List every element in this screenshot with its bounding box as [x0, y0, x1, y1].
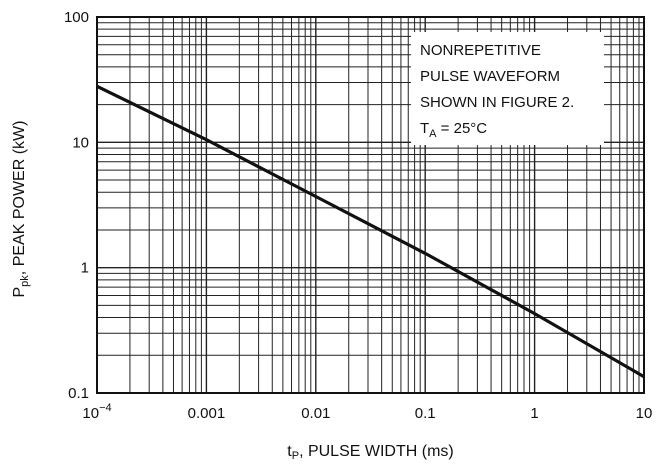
- x-tick-label: 10: [636, 405, 653, 422]
- y-axis-label-subscript: pk: [19, 275, 31, 287]
- x-tick-label-base: 10: [82, 405, 99, 422]
- x-axis-label-subscript: P: [292, 450, 299, 462]
- x-tick-label: 0.1: [415, 405, 436, 422]
- plot-frame: [96, 16, 645, 394]
- x-axis-label-text: , PULSE WIDTH (ms): [299, 443, 454, 460]
- y-tick-label: 100: [64, 9, 89, 26]
- x-tick-labels: 10−4 0.001 0.01 0.1 1 10: [82, 402, 652, 422]
- x-axis-label: tP, PULSE WIDTH (ms): [287, 443, 453, 462]
- y-tick-label: 0.1: [68, 385, 89, 402]
- y-axis-label: Ppk, PEAK POWER (kW): [11, 121, 31, 298]
- annotation-line-2: PULSE WAVEFORM: [420, 68, 560, 85]
- x-tick-label: 0.001: [188, 405, 226, 422]
- x-axis-label-symbol: t: [287, 443, 292, 460]
- annotation-temp-subscript: A: [429, 128, 437, 140]
- series-line: [96, 84, 645, 379]
- annotation-line-3: SHOWN IN FIGURE 2.: [420, 94, 574, 111]
- x-tick-label-exponent: −4: [99, 402, 112, 414]
- grid: [96, 17, 644, 394]
- annotation-line-1: NONREPETITIVE: [420, 42, 541, 59]
- x-tick-label: 0.01: [301, 405, 330, 422]
- y-axis-label-symbol: P: [11, 287, 28, 298]
- series: [96, 84, 645, 379]
- annotation: NONREPETITIVE PULSE WAVEFORM SHOWN IN FI…: [411, 32, 604, 145]
- annotation-temperature: TA = 25°C: [420, 120, 487, 140]
- y-axis-label-text: , PEAK POWER (kW): [11, 121, 28, 276]
- annotation-temp-value: = 25°C: [437, 120, 488, 137]
- x-tick-label: 1: [530, 405, 538, 422]
- x-tick-label: 10−4: [82, 402, 111, 422]
- y-tick-label: 10: [72, 134, 89, 151]
- annotation-temp-symbol: T: [420, 120, 429, 137]
- annotation-background: [411, 32, 604, 145]
- y-tick-labels: 100 10 1 0.1: [64, 9, 89, 402]
- y-tick-label: 1: [81, 260, 89, 277]
